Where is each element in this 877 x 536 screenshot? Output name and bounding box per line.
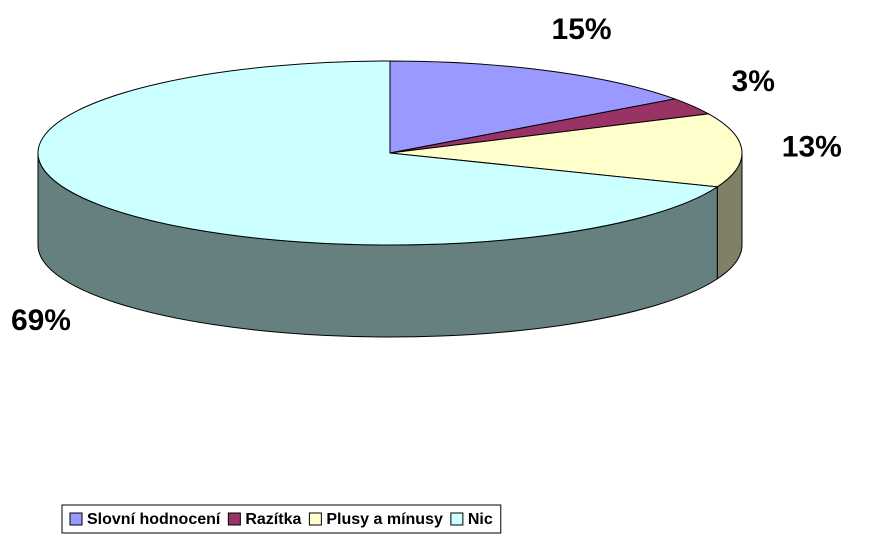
slice	[389, 60, 677, 154]
legend-swatch	[69, 512, 83, 526]
legend-swatch	[450, 512, 464, 526]
data-label: 69%	[11, 304, 71, 337]
legend-label: Razítka	[245, 511, 301, 528]
legend-swatch	[308, 512, 322, 526]
legend: Slovní hodnocení Razítka Plusy a mínusy Nic	[69, 511, 493, 528]
legend-swatch	[227, 512, 241, 526]
data-label: 13%	[782, 131, 842, 164]
slice	[389, 113, 743, 188]
legend-label: Plusy a mínusy	[326, 511, 443, 528]
legend-label: Slovní hodnocení	[87, 511, 221, 528]
data-label: 15%	[552, 13, 612, 46]
legend-box	[61, 504, 502, 534]
legend-label: Nic	[468, 511, 493, 528]
slice	[37, 60, 719, 246]
pie: 15% 3%13% 69%	[11, 13, 842, 338]
data-label: 3%	[732, 65, 775, 98]
